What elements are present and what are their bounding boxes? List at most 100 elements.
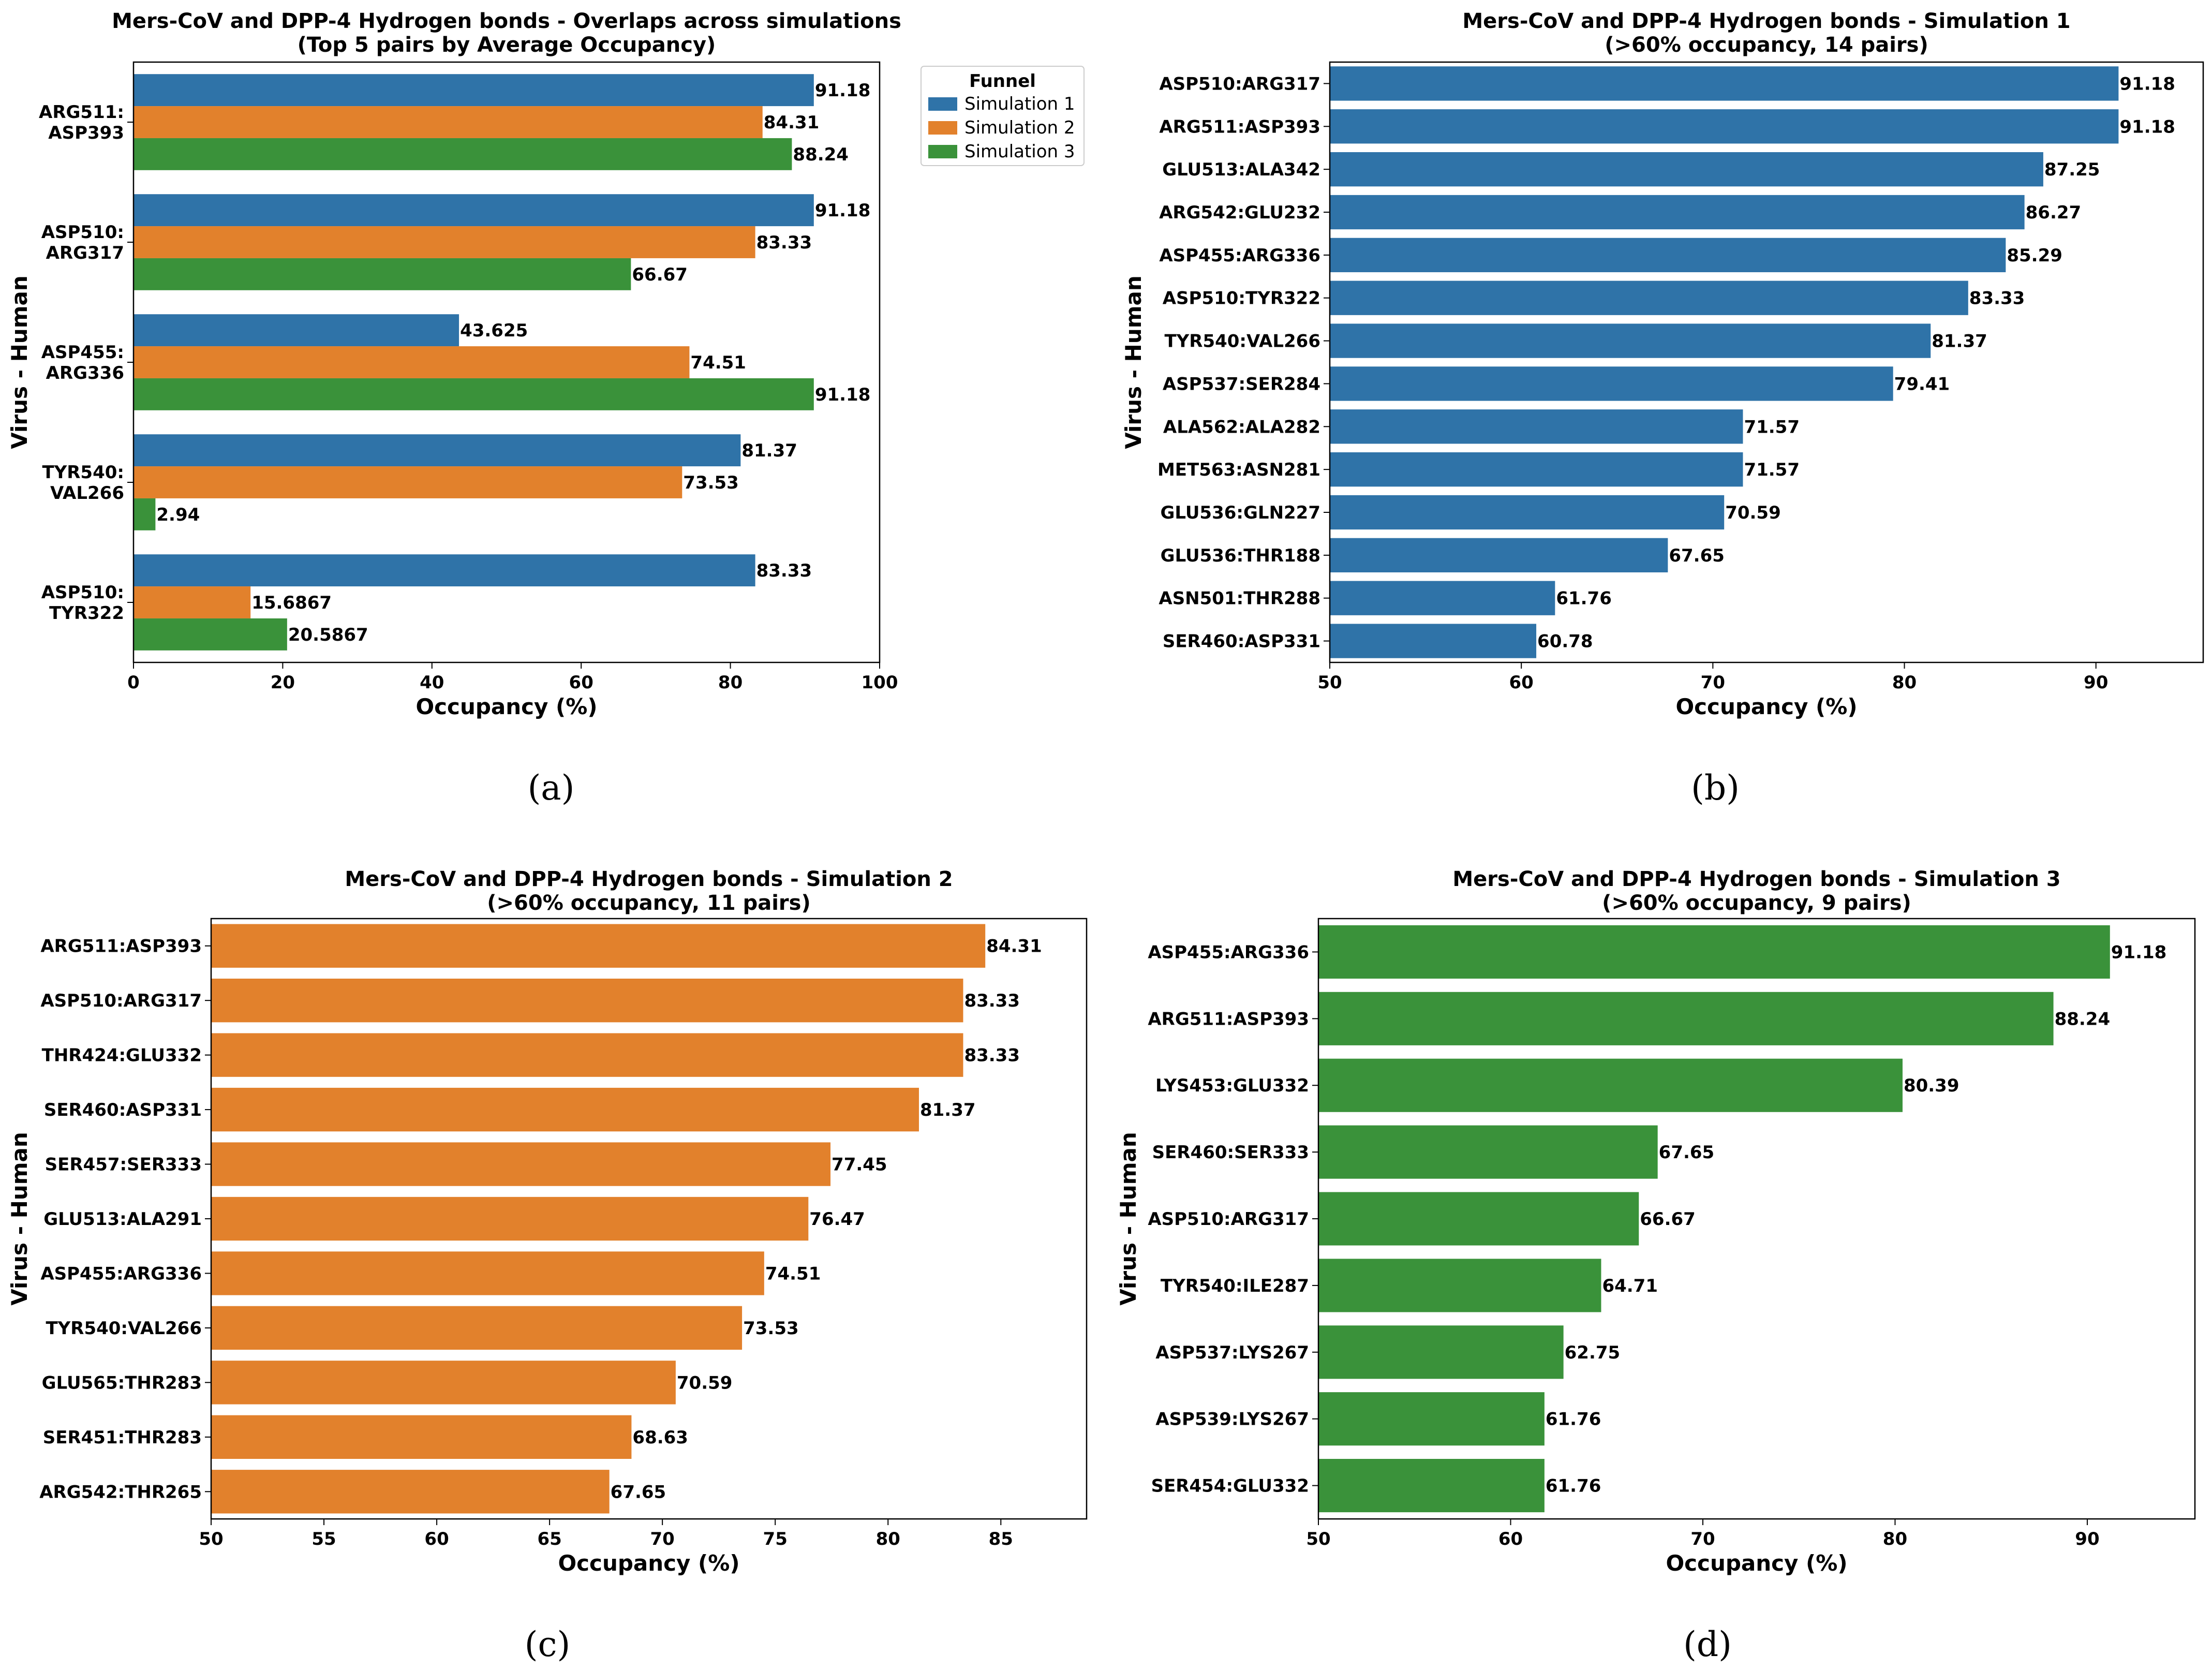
panel-d-subtitle: (>60% occupancy, 9 pairs) — [1602, 891, 1911, 915]
panel-c-ytick-label: THR424:GLU332 — [42, 1045, 202, 1066]
panel-a-ytick-label-line: ARG336 — [46, 363, 124, 383]
panel-a-value-label: 2.94 — [156, 505, 200, 525]
panel-a-axes-frame — [132, 61, 881, 663]
panel-b-xtick-label: 90 — [2084, 672, 2108, 693]
panel-b-value-label: 71.57 — [1744, 417, 1800, 437]
panel-a-xtick-label: 100 — [862, 672, 898, 693]
legend-swatch — [928, 145, 957, 158]
panel-b-subtitle: (>60% occupancy, 14 pairs) — [1605, 33, 1928, 57]
panel-b: Mers-CoV and DPP-4 Hydrogen bonds - Simu… — [1121, 9, 2204, 808]
panel-d-value-label: 61.76 — [1546, 1476, 1601, 1497]
panel-d-bar — [1318, 1392, 1545, 1446]
panel-a-value-label: 73.53 — [683, 472, 739, 493]
panel-a-ytick-label-line: TYR540: — [42, 462, 124, 483]
panel-b-ytick-label: GLU536:THR188 — [1161, 545, 1320, 566]
panel-a: Mers-CoV and DPP-4 Hydrogen bonds - Over… — [7, 9, 1085, 808]
panel-d-xlabel: Occupancy (%) — [1666, 1550, 1847, 1576]
panel-b-value-label: 79.41 — [1894, 374, 1950, 394]
panel-c-value-label: 76.47 — [809, 1209, 865, 1230]
panel-b-ytick-label: MET563:ASN281 — [1157, 460, 1320, 480]
panel-d-bar — [1318, 1192, 1639, 1246]
legend-entry: Simulation 1 — [964, 94, 1075, 114]
panel-c-value-label: 74.51 — [765, 1263, 821, 1284]
panel-d-ytick-label: ASP510:ARG317 — [1148, 1209, 1309, 1230]
panel-d-bar — [1318, 1058, 1903, 1112]
panel-a-value-label: 43.625 — [460, 320, 528, 341]
panel-d-value-label: 61.76 — [1546, 1409, 1601, 1430]
panel-c-ytick-label: ARG511:ASP393 — [40, 936, 202, 957]
panel-b-ytick-label: ASP455:ARG336 — [1159, 245, 1320, 266]
panel-a-ytick-label-line: ASP510: — [41, 582, 124, 603]
panel-d-value-label: 91.18 — [2111, 942, 2167, 963]
panel-a-bar — [133, 314, 459, 347]
panel-c-value-label: 67.65 — [611, 1482, 666, 1502]
panel-b-ytick-label: TYR540:VAL266 — [1164, 331, 1320, 352]
panel-d-ytick-label: ARG511:ASP393 — [1148, 1009, 1309, 1029]
panel-b-ytick-label: ASP510:TYR322 — [1163, 288, 1320, 309]
panel-a-value-label: 74.51 — [690, 352, 746, 373]
panel-d-ytick-label: LYS453:GLU332 — [1155, 1075, 1309, 1096]
panel-a-title: Mers-CoV and DPP-4 Hydrogen bonds - Over… — [112, 9, 901, 33]
panel-c-ytick-label: GLU513:ALA291 — [43, 1209, 202, 1230]
panel-a-xtick-label: 80 — [718, 672, 743, 693]
panel-a-bar — [133, 346, 690, 378]
legend-title: Funnel — [969, 71, 1036, 92]
panel-b-value-label: 81.37 — [1932, 331, 1987, 352]
panel-c-axes-frame — [210, 918, 1088, 1520]
panel-b-title: Mers-CoV and DPP-4 Hydrogen bonds - Simu… — [1462, 9, 2070, 33]
panel-d-xtick-label: 90 — [2075, 1529, 2099, 1549]
panel-c-xtick-label: 65 — [537, 1529, 561, 1549]
panel-a-ytick-label: TYR540: VAL266 — [42, 462, 124, 504]
panel-a-bar — [133, 434, 741, 467]
panel-a-bar — [133, 466, 682, 498]
panel-a-bar — [133, 554, 755, 587]
panel-b-bar — [1330, 581, 1555, 615]
panel-c-value-label: 77.45 — [832, 1155, 887, 1175]
panel-b-value-label: 86.27 — [2026, 202, 2082, 223]
panel-a-bar — [133, 138, 792, 170]
panel-a-ytick-label: ASP455: ARG336 — [41, 342, 124, 383]
panel-a-bar — [133, 498, 156, 530]
panel-d-ytick-label: ASP539:LYS267 — [1155, 1409, 1309, 1430]
panel-b-bar — [1330, 409, 1743, 444]
panel-c-value-label: 68.63 — [632, 1427, 688, 1448]
panel-a-ytick-label-line: ARG317 — [46, 243, 124, 263]
panel-a-bar — [133, 226, 755, 258]
panel-b-ytick-label: ASN501:THR288 — [1159, 588, 1320, 609]
panel-d-bar — [1318, 925, 2110, 979]
panel-a-bar — [133, 618, 287, 651]
panel-b-bar — [1330, 109, 2119, 144]
panel-b-value-label: 70.59 — [1725, 503, 1781, 523]
panel-a-value-label: 83.33 — [756, 560, 812, 581]
panel-b-ylabel: Virus - Human — [1121, 275, 1146, 449]
panel-b-xtick-label: 60 — [1509, 672, 1534, 693]
panel-c-bar — [211, 1033, 963, 1077]
legend-box — [921, 66, 1085, 166]
legend-entry: Simulation 2 — [964, 117, 1075, 138]
panel-d-ytick-label: ASP455:ARG336 — [1148, 942, 1309, 963]
panel-c-ytick-label: SER460:ASP331 — [44, 1100, 202, 1120]
panel-c-ylabel: Virus - Human — [7, 1132, 32, 1306]
panel-c-value-label: 83.33 — [964, 1045, 1020, 1066]
panel-a-xtick-label: 20 — [271, 672, 295, 693]
panel-d-value-label: 64.71 — [1602, 1276, 1658, 1296]
panel-a-subtitle: (Top 5 pairs by Average Occupancy) — [298, 33, 716, 57]
panel-d-xtick-label: 60 — [1498, 1529, 1523, 1549]
panel-b-bar — [1330, 624, 1537, 658]
panel-a-value-label: 88.24 — [793, 144, 849, 165]
panel-a-panel-label: (a) — [528, 768, 575, 808]
panel-c-xtick-label: 55 — [311, 1529, 336, 1549]
panel-c-bar — [211, 1415, 632, 1459]
panel-c-title: Mers-CoV and DPP-4 Hydrogen bonds - Simu… — [345, 867, 953, 891]
panel-b-bar — [1330, 195, 2025, 230]
panel-b-value-label: 91.18 — [2119, 116, 2175, 137]
panel-c-bar — [211, 979, 963, 1023]
panel-d-bar — [1318, 1125, 1658, 1179]
panel-c-bar — [211, 1251, 764, 1295]
panel-c-bar — [211, 1087, 919, 1132]
panel-c-ytick-label: TYR540:VAL266 — [46, 1318, 202, 1339]
panel-a-ytick-label-line: ASP510: — [41, 222, 124, 243]
panel-a-ytick-label-line: ASP455: — [41, 342, 124, 363]
panel-d-axes-frame — [1317, 918, 2196, 1520]
